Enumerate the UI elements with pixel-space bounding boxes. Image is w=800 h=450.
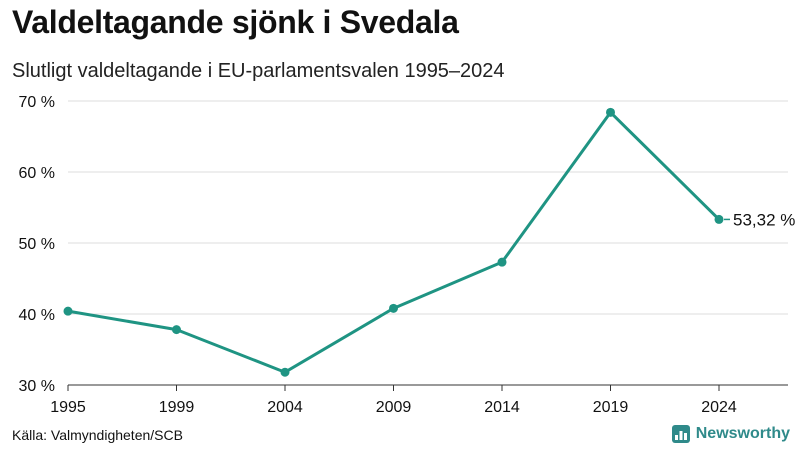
data-point [497, 257, 507, 267]
y-tick-label: 30 % [19, 378, 55, 395]
data-point [714, 214, 724, 224]
data-point [389, 303, 398, 313]
bar-chart-icon [671, 425, 690, 443]
series-line [67, 110, 721, 374]
data-label: 53,32 % [733, 210, 795, 229]
x-tick-label: 2014 [484, 399, 520, 416]
y-tick-label: 70 % [19, 94, 55, 111]
x-tick-label: 2024 [701, 399, 737, 416]
data-point [63, 306, 73, 316]
x-tick-label: 2019 [593, 399, 629, 416]
x-tick-label: 2009 [376, 399, 412, 416]
x-tick-label: 2004 [267, 399, 303, 416]
chart-subtitle: Slutligt valdeltagande i EU-parlamentsva… [12, 60, 505, 82]
y-tick-label: 40 % [19, 307, 55, 324]
y-tick-label: 50 % [19, 236, 55, 253]
chart-title: Valdeltagande sjönk i Svedala [12, 4, 459, 40]
data-point [280, 367, 290, 377]
brand-name: Newsworthy [695, 425, 790, 442]
data-point [172, 325, 181, 335]
brand-logo: Newsworthy [671, 425, 790, 443]
x-tick-label: 1999 [159, 399, 195, 416]
data-point [606, 107, 615, 117]
source-note: Källa: Valmyndigheten/SCB [12, 427, 183, 443]
y-tick-label: 60 % [19, 165, 55, 182]
x-tick-label: 1995 [50, 399, 86, 416]
